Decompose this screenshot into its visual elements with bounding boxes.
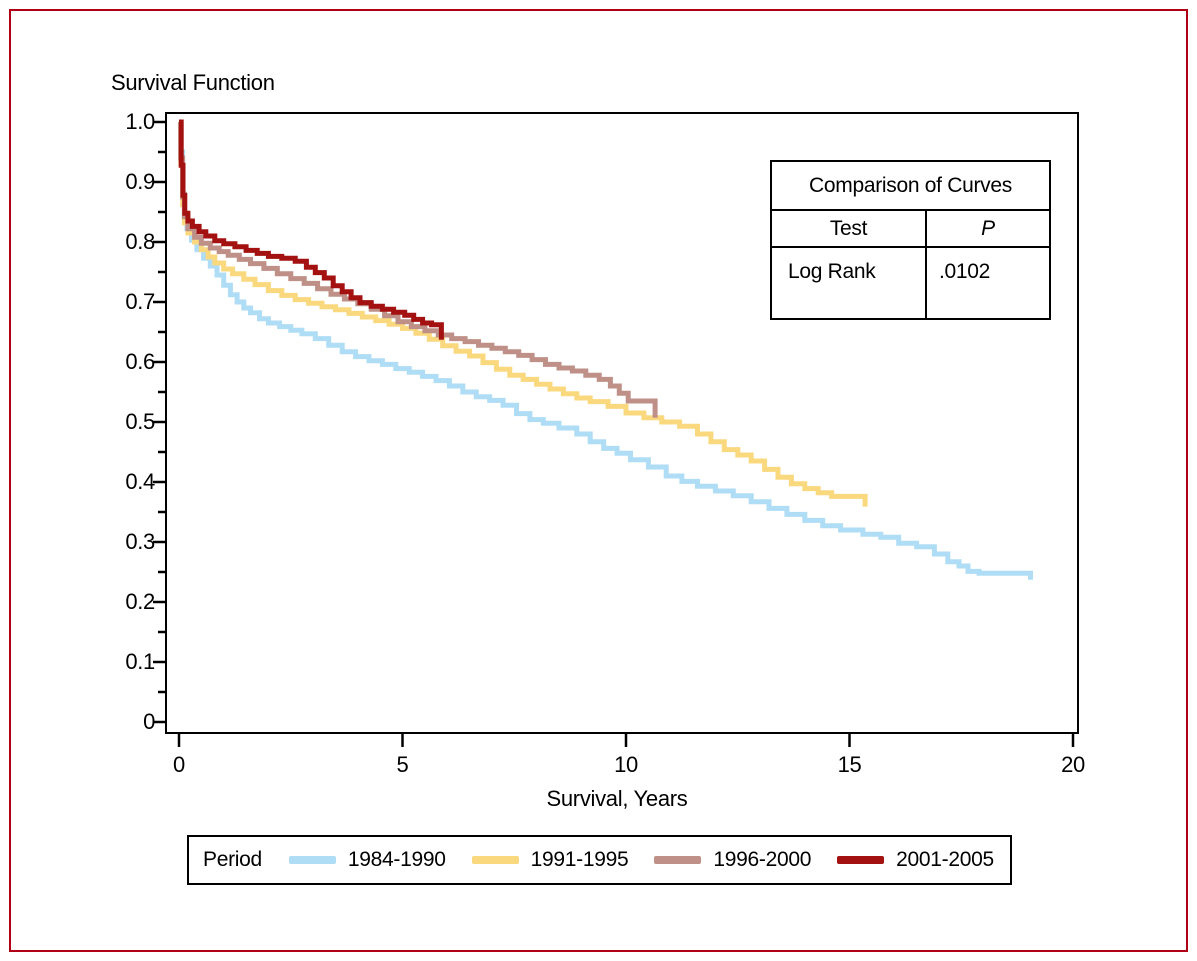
x-tick-label-5: 5	[396, 752, 409, 777]
comparison-table-data-row: Log Rank .0102	[772, 248, 1049, 318]
y-tick-label-0.2: 0.2	[125, 589, 155, 614]
comparison-table: Comparison of Curves Test P Log Rank .01…	[770, 160, 1051, 320]
y-tick-label-0.5: 0.5	[125, 409, 155, 434]
y-tick-label-0.7: 0.7	[125, 289, 155, 314]
figure-border	[9, 9, 1188, 952]
y-tick-label-0: 0	[143, 709, 155, 734]
legend-item-1984-1990: 1984-1990	[288, 848, 446, 872]
legend-item-label: 1984-1990	[347, 848, 446, 871]
legend-item-2001-2005: 2001-2005	[837, 848, 994, 872]
x-tick-label-15: 15	[837, 752, 862, 777]
legend-item-label: 1996-2000	[713, 848, 812, 871]
legend-title: Period	[203, 848, 262, 871]
survival-curve-1996-2000	[178, 119, 658, 418]
x-tick-label-10: 10	[614, 752, 638, 777]
legend-swatch-1991-1995	[471, 856, 519, 864]
legend-item-1991-1995: 1991-1995	[471, 848, 629, 872]
x-axis-title: Survival, Years	[546, 786, 688, 811]
legend-items: 1984-1990 1991-1995 1996-2000 2001-2005	[288, 848, 994, 872]
x-tick-label-20: 20	[1061, 752, 1085, 777]
p-column-header: P	[925, 211, 1049, 246]
legend-swatch-1996-2000	[654, 856, 702, 864]
survival-curve-1984-1990	[178, 119, 1033, 580]
p-value-cell: .0102	[925, 248, 1049, 318]
legend-swatch-1984-1990	[288, 856, 336, 864]
survival-curve-1991-1995	[178, 119, 868, 507]
survival-curve-2001-2005	[178, 119, 444, 340]
y-tick-label-0.3: 0.3	[125, 529, 155, 554]
test-column-header: Test	[829, 216, 868, 240]
y-tick-label-0.6: 0.6	[125, 349, 155, 374]
legend: Period 1984-1990 1991-1995 1996-2000 2001-2…	[187, 835, 1012, 885]
x-tick-label-0: 0	[173, 752, 185, 777]
y-tick-label-1.0: 1.0	[125, 109, 155, 134]
y-tick-label-0.8: 0.8	[125, 229, 155, 254]
comparison-table-header-row: Test P	[772, 211, 1049, 248]
test-name-cell: Log Rank	[788, 260, 876, 283]
legend-item-label: 2001-2005	[896, 848, 994, 871]
comparison-table-title: Comparison of Curves	[772, 162, 1049, 211]
legend-item-1996-2000: 1996-2000	[654, 848, 811, 872]
y-tick-label-0.9: 0.9	[125, 169, 155, 194]
y-tick-label-0.1: 0.1	[125, 649, 155, 674]
y-tick-label-0.4: 0.4	[125, 469, 155, 494]
chart-title: Survival Function	[111, 70, 275, 95]
legend-item-label: 1991-1995	[530, 848, 629, 871]
legend-swatch-2001-2005	[837, 856, 885, 864]
